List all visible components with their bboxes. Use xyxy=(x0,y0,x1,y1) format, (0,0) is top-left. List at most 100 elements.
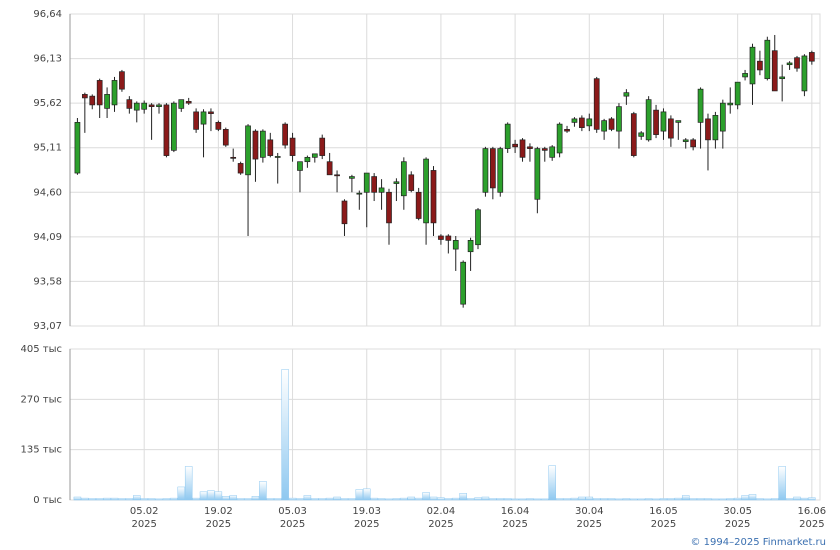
volume-bar xyxy=(466,498,475,501)
volume-bar xyxy=(630,498,638,501)
candle-body xyxy=(163,104,170,156)
candle-body xyxy=(734,81,741,106)
volume-bar xyxy=(526,498,534,501)
candle-body xyxy=(341,200,348,225)
volume-bar xyxy=(266,498,275,501)
volume-bar xyxy=(452,497,460,501)
x-tick-label: 19.02 xyxy=(204,506,233,517)
volume-bar xyxy=(808,497,816,501)
volume-bar xyxy=(147,498,156,501)
volume-bar xyxy=(622,498,631,501)
candle-body xyxy=(282,123,288,146)
volume-bar xyxy=(362,488,371,501)
candle-body xyxy=(415,191,422,219)
candle-body xyxy=(786,62,793,66)
candle-body xyxy=(371,176,378,193)
candle-body xyxy=(81,94,88,99)
candle-body xyxy=(697,88,704,123)
candle-body xyxy=(497,148,504,193)
candle-body xyxy=(400,161,407,197)
candle-body xyxy=(208,111,214,114)
candle-body xyxy=(74,122,81,174)
volume-bar xyxy=(548,465,556,501)
volume-bar xyxy=(177,486,186,501)
candle-body xyxy=(801,55,808,92)
candle-body xyxy=(408,174,415,191)
candle-body xyxy=(460,261,467,305)
volume-bar xyxy=(785,498,794,501)
candle-body xyxy=(475,209,481,246)
x-tick-label: 05.02 xyxy=(130,506,159,517)
candle-body xyxy=(556,123,563,154)
volume-bar xyxy=(719,498,727,501)
candle-body xyxy=(705,118,711,141)
volume-bar xyxy=(733,497,742,501)
candle-body xyxy=(156,104,162,107)
x-tick-label: 16.05 xyxy=(649,506,678,517)
volume-bar xyxy=(110,497,119,501)
volume-bar xyxy=(288,497,297,501)
y-tick-label: 0 тыс xyxy=(33,495,62,506)
candle-body xyxy=(111,80,118,106)
candle-body xyxy=(712,115,719,141)
x-tick-year: 2025 xyxy=(725,519,750,530)
x-tick-year: 2025 xyxy=(651,519,676,530)
candle-body xyxy=(660,111,667,132)
volume-bar xyxy=(318,498,326,501)
volume-bar xyxy=(400,497,408,501)
volume-bar xyxy=(81,497,89,501)
volume-bar xyxy=(392,498,401,501)
candle-body xyxy=(430,170,437,224)
candle-body xyxy=(274,156,281,158)
candle-body xyxy=(89,95,96,106)
candle-body xyxy=(222,129,229,146)
x-tick-year: 2025 xyxy=(428,519,453,530)
y-tick-label: 96,64 xyxy=(33,9,62,20)
candle-body xyxy=(148,104,155,107)
candle-body xyxy=(267,139,274,156)
volume-bar xyxy=(592,498,601,501)
volume-bar xyxy=(281,369,289,501)
candle-body xyxy=(608,118,615,130)
volume-bar xyxy=(563,498,571,501)
candle-body xyxy=(616,106,622,132)
volume-bar xyxy=(429,496,438,501)
volume-bar xyxy=(348,498,356,501)
volume-bar xyxy=(533,498,542,501)
volume-bar xyxy=(296,498,304,501)
volume-bar xyxy=(756,498,764,501)
volume-panel xyxy=(69,348,821,501)
volume-bar xyxy=(259,481,267,501)
volume-bar xyxy=(103,497,111,501)
volume-bar xyxy=(437,497,445,501)
volume-bar xyxy=(162,498,171,501)
x-tick-year: 2025 xyxy=(502,519,527,530)
y-tick-label: 96,13 xyxy=(33,54,62,65)
volume-bar xyxy=(800,497,809,501)
candle-body xyxy=(230,156,237,159)
candle-body xyxy=(630,113,637,156)
y-tick-label: 270 тыс xyxy=(21,394,62,405)
volume-bar xyxy=(793,496,801,501)
candle-body xyxy=(593,78,600,130)
candle-body xyxy=(675,120,682,123)
candle-body xyxy=(749,46,756,85)
volume-bar xyxy=(214,491,223,501)
volume-bar xyxy=(496,498,505,501)
volume-bar xyxy=(607,498,616,501)
candle-body xyxy=(467,240,474,253)
candle-body xyxy=(319,137,326,156)
candle-body xyxy=(727,102,734,106)
candle-body xyxy=(512,143,518,148)
candle-body xyxy=(534,148,541,200)
volume-bar xyxy=(585,496,594,501)
volume-bar xyxy=(652,498,660,501)
volume-bar xyxy=(681,495,690,501)
volume-bar xyxy=(199,491,208,501)
volume-bar xyxy=(133,495,141,501)
candle-body xyxy=(349,176,355,179)
volume-bar xyxy=(155,498,163,501)
candle-body xyxy=(653,109,659,135)
candle-body xyxy=(386,191,392,224)
volume-bar xyxy=(273,498,282,501)
